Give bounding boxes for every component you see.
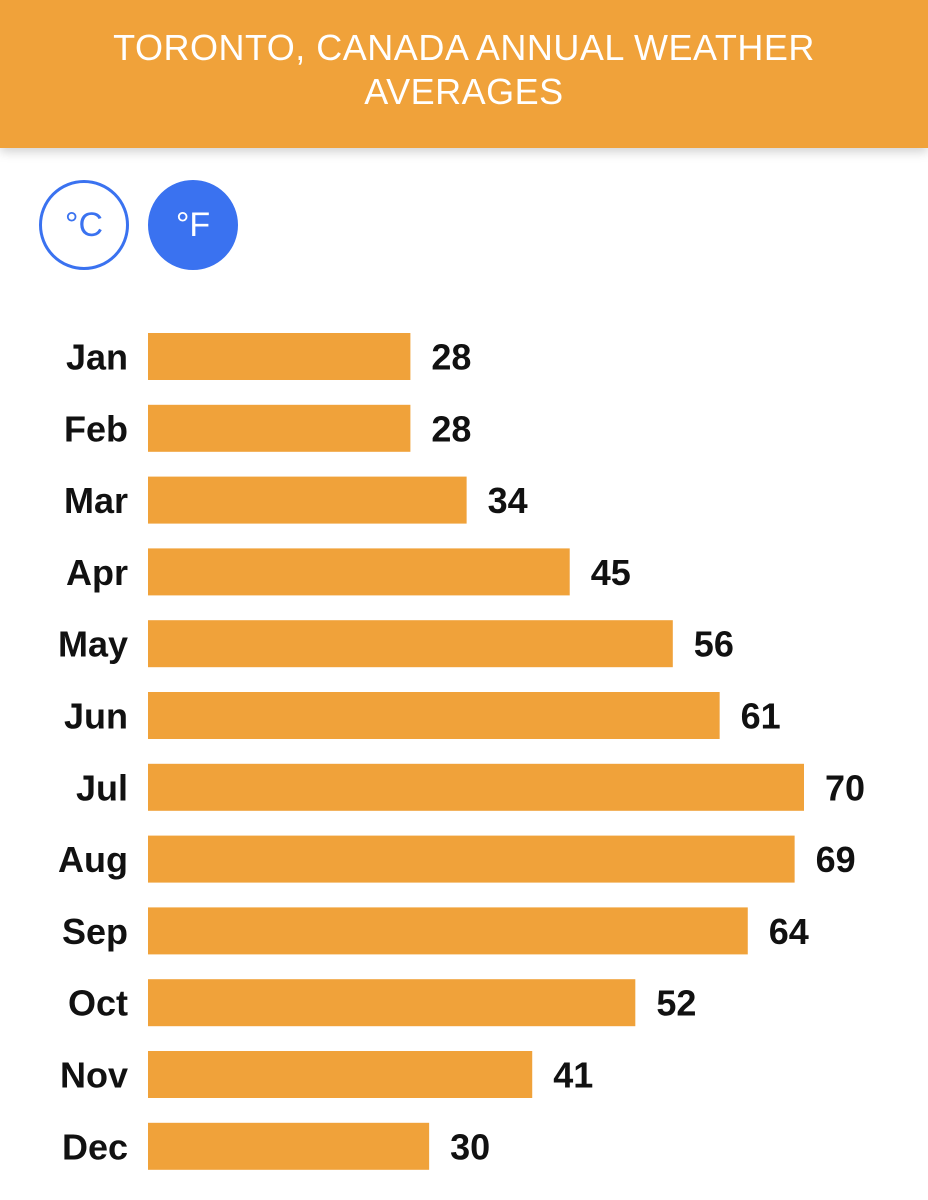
bar-jun	[148, 692, 720, 739]
bar-nov	[148, 1051, 533, 1098]
celsius-toggle-button[interactable]: °C	[39, 180, 129, 270]
month-label-may: May	[58, 624, 128, 665]
bar-apr	[148, 548, 570, 596]
value-label-apr: 45	[591, 552, 631, 593]
value-label-aug: 69	[816, 839, 856, 880]
value-label-may: 56	[694, 624, 734, 665]
value-label-feb: 28	[431, 408, 471, 449]
value-label-nov: 41	[553, 1055, 593, 1096]
bar-oct	[148, 979, 636, 1027]
page-title: TORONTO, CANADA ANNUAL WEATHER AVERAGES	[113, 27, 815, 112]
value-label-sep: 64	[769, 911, 809, 952]
bar-mar	[148, 476, 467, 524]
month-label-jan: Jan	[66, 337, 128, 378]
value-label-jun: 61	[741, 696, 781, 737]
bar-may	[148, 620, 673, 668]
bar-aug	[148, 835, 795, 883]
month-label-jun: Jun	[64, 696, 128, 737]
value-label-jul: 70	[825, 767, 865, 808]
month-label-aug: Aug	[58, 839, 128, 880]
value-label-mar: 34	[488, 480, 528, 521]
value-label-oct: 52	[656, 983, 696, 1024]
month-label-dec: Dec	[62, 1126, 128, 1167]
month-label-sep: Sep	[62, 911, 128, 952]
value-label-dec: 30	[450, 1126, 490, 1167]
bar-jul	[148, 763, 804, 811]
bar-jan	[148, 333, 411, 380]
month-label-mar: Mar	[64, 480, 128, 521]
month-label-apr: Apr	[66, 552, 128, 593]
bar-dec	[148, 1122, 430, 1170]
header-banner: TORONTO, CANADA ANNUAL WEATHER AVERAGES	[0, 0, 928, 148]
fahrenheit-toggle-button[interactable]: °F	[148, 180, 238, 270]
bar-chart: Jan 28 Feb 28 Mar 34 Apr 45 May 56 Jun 61 Jul 70 Aug 69…	[58, 333, 865, 1170]
bar-feb	[148, 404, 411, 452]
month-label-nov: Nov	[60, 1055, 128, 1096]
month-label-feb: Feb	[64, 408, 128, 449]
month-label-jul: Jul	[76, 767, 128, 808]
bar-sep	[148, 907, 748, 955]
month-label-oct: Oct	[68, 983, 128, 1024]
value-label-jan: 28	[431, 337, 471, 378]
